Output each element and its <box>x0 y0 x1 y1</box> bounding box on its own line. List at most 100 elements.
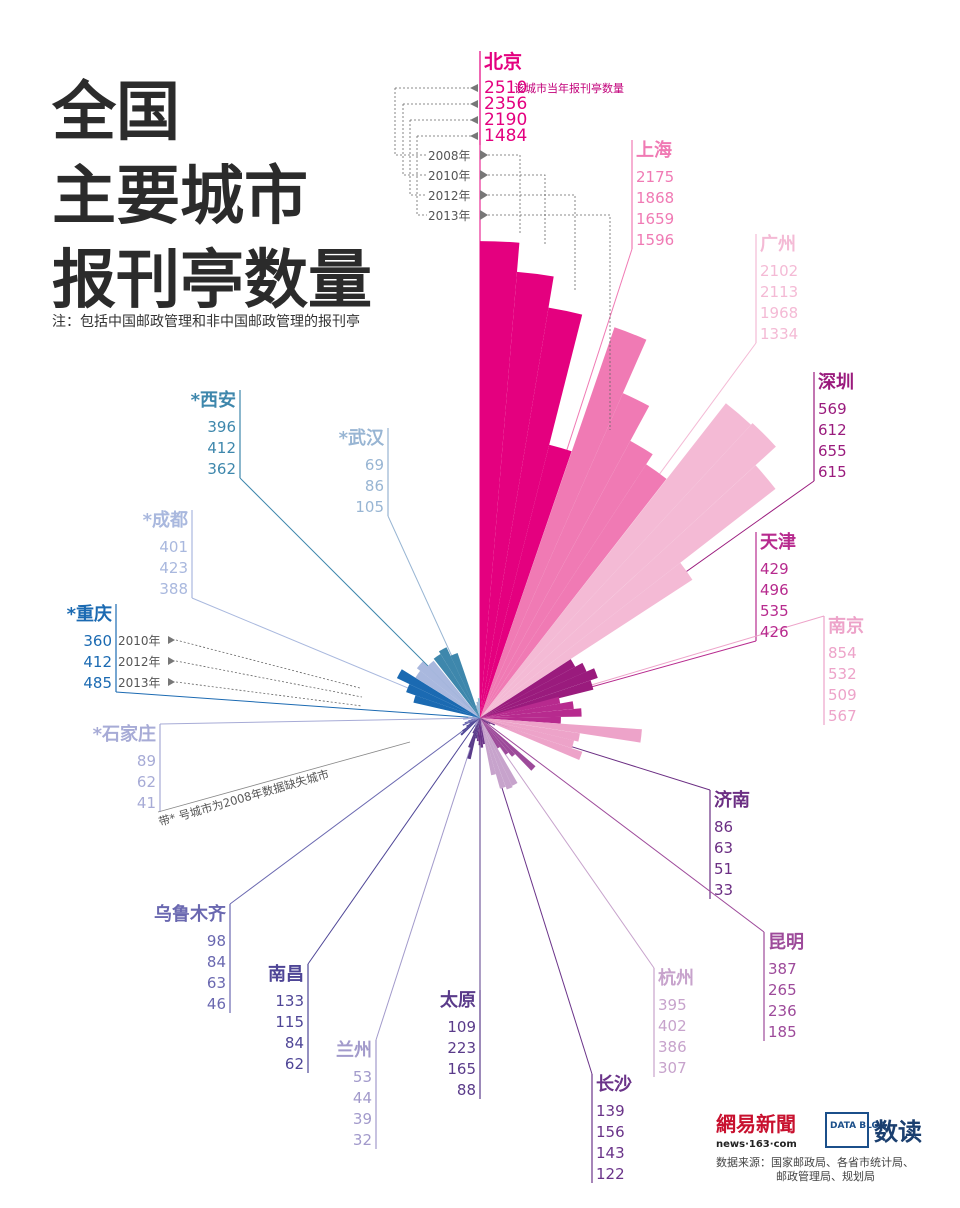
value-label-taiyuan-2: 165 <box>447 1060 476 1078</box>
title-line-1: 全国 <box>51 76 180 150</box>
city-label-xian: *西安 <box>191 389 236 411</box>
wedge-chongqing-0 <box>413 695 480 718</box>
leader-shijiazhuang <box>159 717 481 725</box>
legend-arrow-2013 <box>480 210 488 220</box>
cq-arrow-2012 <box>168 657 175 665</box>
value-label-changsha-3: 122 <box>596 1165 625 1183</box>
legend-back-arrow-2012 <box>470 116 478 124</box>
wedge-taiyuan-0 <box>475 718 480 739</box>
value-label-beijing-1: 2356 <box>484 94 527 114</box>
city-label-lanzhou: 兰州 <box>336 1039 372 1061</box>
value-label-tianjin-0: 429 <box>760 560 789 578</box>
chongqing-year-legend: 2010年 2012年 2013年 <box>118 634 363 707</box>
wedge-jinan-2 <box>480 718 489 724</box>
city-label-chongqing: *重庆 <box>67 603 112 625</box>
value-label-beijing-0: 2510 <box>484 78 527 98</box>
leader-nanchang <box>307 717 481 965</box>
wedge-kunming-3 <box>480 718 501 749</box>
city-label-beijing: 北京 <box>484 50 522 73</box>
value-label-hangzhou-3: 307 <box>658 1059 687 1077</box>
wedge-lanzhou-2 <box>475 718 480 724</box>
value-label-kunming-1: 265 <box>768 981 797 999</box>
wedge-nanjing-3 <box>480 718 583 760</box>
value-label-xian-2: 362 <box>207 460 236 478</box>
city-label-taiyuan: 太原 <box>440 989 476 1011</box>
wedge-shijiazhuang-2 <box>472 716 480 718</box>
value-label-hangzhou-0: 395 <box>658 996 687 1014</box>
value-label-nanjing-0: 854 <box>828 644 857 662</box>
value-label-xian-1: 412 <box>207 439 236 457</box>
wedge-changsha-1 <box>480 718 484 748</box>
value-label-wuhan-2: 105 <box>355 498 384 516</box>
city-label-chengdu: *成都 <box>143 509 188 531</box>
legend-back-arrow-2010 <box>470 100 478 108</box>
city-label-kunming: 昆明 <box>768 932 804 953</box>
wedge-xian-0 <box>433 654 480 718</box>
legend-arrow-2012 <box>480 190 488 200</box>
value-label-tianjin-2: 535 <box>760 602 789 620</box>
value-label-jinan-1: 63 <box>714 839 733 857</box>
wedge-kunming-2 <box>480 718 509 755</box>
wedge-chengdu-2 <box>427 660 480 718</box>
wedge-wuhan-0 <box>475 705 480 718</box>
legend-arrow-2008 <box>480 150 488 160</box>
value-label-shanghai-3: 1596 <box>636 231 674 249</box>
value-label-changsha-2: 143 <box>596 1144 625 1162</box>
wedge-chengdu-1 <box>416 661 480 718</box>
year-legend: 该城市当年报刊亭数量 2008年 2010年 2012年 2013年 <box>394 81 624 430</box>
value-label-xian-0: 396 <box>207 418 236 436</box>
wedge-shanghai-2 <box>480 440 653 718</box>
value-label-shenzhen-0: 569 <box>818 400 847 418</box>
wedge-taiyuan-2 <box>468 718 480 748</box>
value-label-lanzhou-1: 44 <box>353 1089 372 1107</box>
cq-arrow-2010 <box>168 636 175 644</box>
netease-logo: 網易新聞 <box>716 1112 796 1136</box>
value-label-hangzhou-1: 402 <box>658 1017 687 1035</box>
value-label-shijiazhuang-2: 41 <box>137 794 156 812</box>
value-label-urumqi-1: 84 <box>207 953 226 971</box>
value-label-hangzhou-2: 386 <box>658 1038 687 1056</box>
value-label-nanjing-1: 532 <box>828 665 857 683</box>
missing-note-text: 带* 号城市为2008年数据缺失城市 <box>157 767 331 829</box>
leader-urumqi <box>229 717 481 905</box>
title-line-3: 报刊亭数量 <box>52 244 372 318</box>
city-label-shenzhen: 深圳 <box>818 371 854 393</box>
wedge-changsha-3 <box>476 718 480 742</box>
city-label-guangzhou: 广州 <box>760 233 796 255</box>
value-label-nanchang-0: 133 <box>275 992 304 1010</box>
wedge-kunming-0 <box>480 718 536 771</box>
value-label-beijing-3: 1484 <box>484 126 527 146</box>
value-label-nanchang-2: 84 <box>285 1034 304 1052</box>
value-label-tianjin-1: 496 <box>760 581 789 599</box>
value-label-changsha-1: 156 <box>596 1123 625 1141</box>
city-label-shanghai: 上海 <box>636 139 672 161</box>
value-label-shijiazhuang-0: 89 <box>137 752 156 770</box>
legend-year-2008: 2008年 <box>428 149 471 163</box>
wedge-jinan-3 <box>480 718 485 723</box>
value-label-wuhan-1: 86 <box>365 477 384 495</box>
wedge-hangzhou-2 <box>480 718 506 789</box>
missing-data-note: 带* 号城市为2008年数据缺失城市 <box>157 741 411 829</box>
city-label-hangzhou: 杭州 <box>658 967 694 989</box>
legend-dashed-2012 <box>409 119 576 290</box>
value-label-nanjing-2: 509 <box>828 686 857 704</box>
city-label-tianjin: 天津 <box>760 531 796 553</box>
value-label-guangzhou-2: 1968 <box>760 304 798 322</box>
wedge-changsha-0 <box>480 718 485 745</box>
wedge-nanchang-0 <box>460 718 480 736</box>
value-label-shanghai-1: 1868 <box>636 189 674 207</box>
value-label-guangzhou-1: 2113 <box>760 283 798 301</box>
wedge-shijiazhuang-0 <box>463 717 480 720</box>
city-label-jinan: 济南 <box>714 789 750 811</box>
wedge-shanghai-3 <box>480 464 667 718</box>
value-label-urumqi-3: 46 <box>207 995 226 1013</box>
value-label-nanjing-3: 567 <box>828 707 857 725</box>
city-label-changsha: 长沙 <box>596 1074 632 1095</box>
wedge-lanzhou-1 <box>475 718 480 726</box>
shudu-logo: 数读 <box>874 1118 922 1146</box>
leader-hangzhou <box>479 717 655 969</box>
value-label-kunming-2: 236 <box>768 1002 797 1020</box>
wedge-shenzhen-1 <box>480 662 587 718</box>
wedge-jinan-0 <box>480 718 495 726</box>
